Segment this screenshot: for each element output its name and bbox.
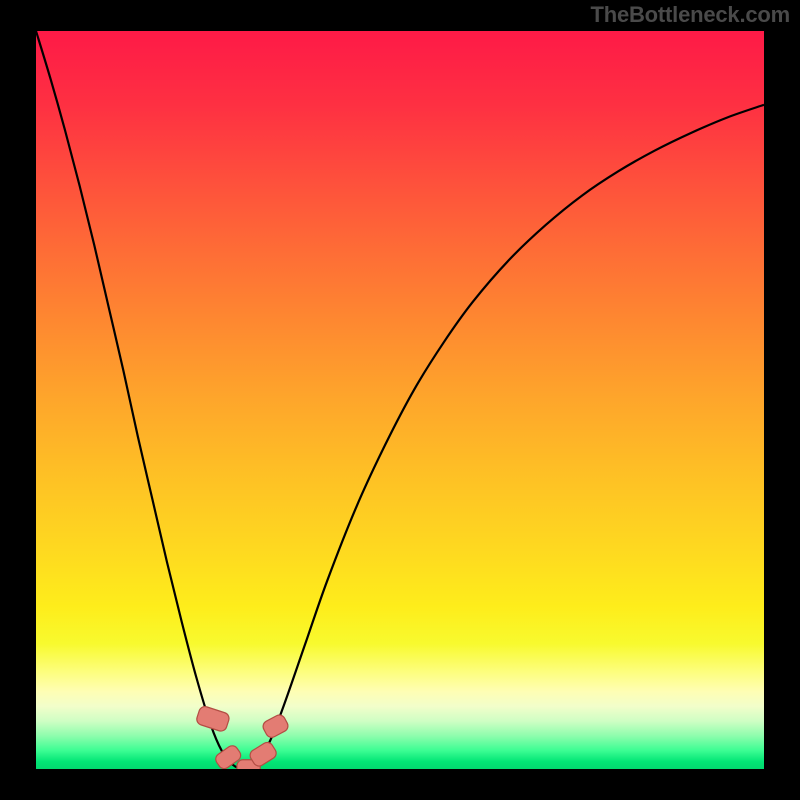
watermark-text: TheBottleneck.com <box>590 2 790 28</box>
bottleneck-chart <box>0 0 800 800</box>
plot-background-gradient <box>36 31 764 769</box>
chart-container: TheBottleneck.com <box>0 0 800 800</box>
